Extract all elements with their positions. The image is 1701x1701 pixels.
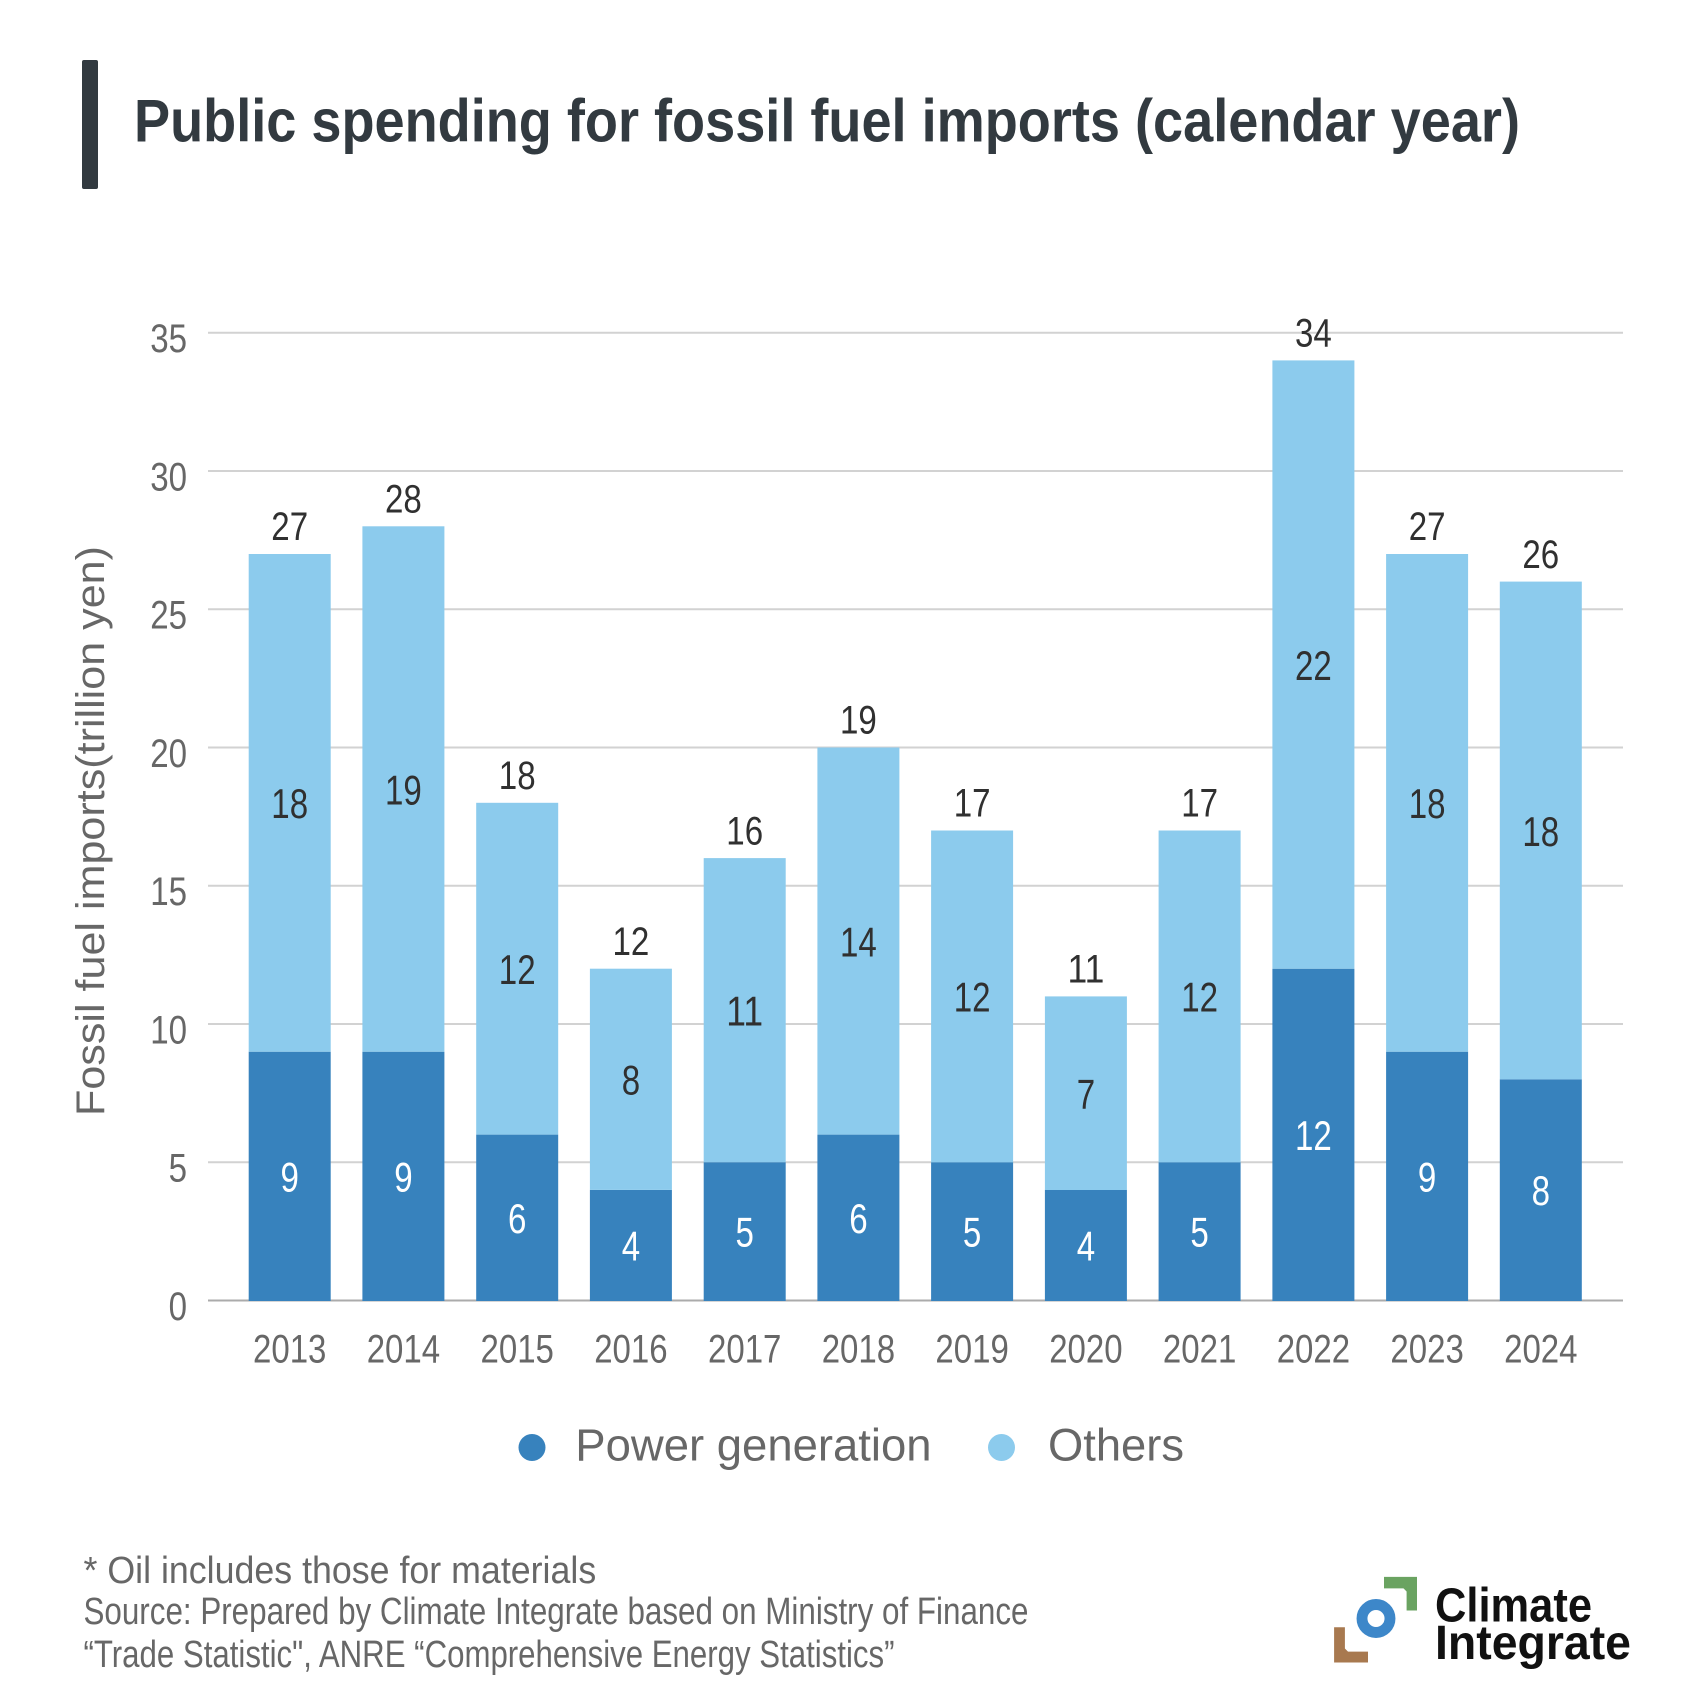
svg-text:5: 5: [963, 1209, 981, 1256]
svg-text:12: 12: [1181, 974, 1218, 1021]
svg-text:15: 15: [150, 870, 187, 914]
svg-text:5: 5: [169, 1147, 187, 1191]
svg-text:Others: Others: [1048, 1420, 1184, 1471]
svg-text:30: 30: [150, 455, 187, 499]
svg-text:2021: 2021: [1163, 1328, 1236, 1372]
svg-text:22: 22: [1295, 642, 1332, 689]
svg-text:9: 9: [1418, 1153, 1436, 1200]
svg-text:9: 9: [394, 1153, 412, 1200]
svg-text:18: 18: [499, 754, 536, 798]
svg-text:16: 16: [726, 809, 763, 853]
svg-text:2020: 2020: [1049, 1328, 1122, 1372]
svg-text:12: 12: [954, 974, 991, 1021]
svg-text:19: 19: [840, 699, 877, 743]
svg-text:8: 8: [1532, 1167, 1550, 1214]
svg-text:8: 8: [622, 1057, 640, 1104]
svg-text:20: 20: [150, 732, 187, 776]
svg-text:2018: 2018: [822, 1328, 895, 1372]
svg-text:12: 12: [1295, 1112, 1332, 1159]
svg-text:11: 11: [1068, 948, 1105, 992]
svg-text:7: 7: [1077, 1070, 1095, 1117]
svg-text:27: 27: [271, 505, 308, 549]
svg-text:2022: 2022: [1277, 1328, 1350, 1372]
svg-text:2017: 2017: [708, 1328, 781, 1372]
svg-text:Source: Prepared by Climate In: Source: Prepared by Climate Integrate ba…: [84, 1591, 1029, 1633]
svg-text:11: 11: [726, 988, 763, 1035]
svg-text:9: 9: [281, 1153, 299, 1200]
svg-text:Power generation: Power generation: [575, 1420, 931, 1471]
svg-text:18: 18: [1409, 780, 1446, 827]
svg-text:Fossil fuel imports(trillion y: Fossil fuel imports(trillion yen): [69, 546, 113, 1116]
svg-text:10: 10: [150, 1008, 187, 1052]
svg-text:2014: 2014: [367, 1328, 440, 1372]
svg-text:12: 12: [499, 946, 536, 993]
svg-text:2016: 2016: [594, 1328, 667, 1372]
svg-text:14: 14: [840, 918, 877, 965]
svg-text:5: 5: [1190, 1209, 1208, 1256]
svg-text:25: 25: [150, 594, 187, 638]
svg-text:19: 19: [385, 766, 422, 813]
svg-text:17: 17: [954, 782, 991, 826]
svg-text:0: 0: [169, 1285, 187, 1329]
svg-text:6: 6: [849, 1195, 867, 1242]
svg-text:27: 27: [1409, 505, 1446, 549]
svg-text:34: 34: [1295, 312, 1332, 356]
svg-text:17: 17: [1181, 782, 1218, 826]
svg-text:2015: 2015: [481, 1328, 554, 1372]
svg-text:4: 4: [622, 1223, 640, 1270]
svg-text:2023: 2023: [1390, 1328, 1463, 1372]
svg-text:Integrate: Integrate: [1435, 1617, 1631, 1670]
svg-text:2013: 2013: [253, 1328, 326, 1372]
svg-text:Climate: Climate: [1435, 1579, 1592, 1632]
svg-text:“Trade Statistic", ANRE “Comp: “Trade Statistic", ANRE “Comprehensive E…: [84, 1634, 895, 1676]
svg-text:28: 28: [385, 478, 422, 522]
svg-text:18: 18: [1522, 808, 1559, 855]
svg-text:* Oil includes those for mater: * Oil includes those for materials: [84, 1550, 597, 1592]
svg-text:2019: 2019: [935, 1328, 1008, 1372]
svg-text:18: 18: [271, 780, 308, 827]
svg-text:5: 5: [736, 1209, 754, 1256]
svg-text:12: 12: [613, 920, 650, 964]
svg-text:35: 35: [150, 317, 187, 361]
svg-text:2024: 2024: [1504, 1328, 1577, 1372]
svg-text:26: 26: [1522, 533, 1559, 577]
svg-text:Public spending for fossil fue: Public spending for fossil fuel imports …: [134, 88, 1520, 155]
svg-text:4: 4: [1077, 1223, 1095, 1270]
svg-text:6: 6: [508, 1195, 526, 1242]
